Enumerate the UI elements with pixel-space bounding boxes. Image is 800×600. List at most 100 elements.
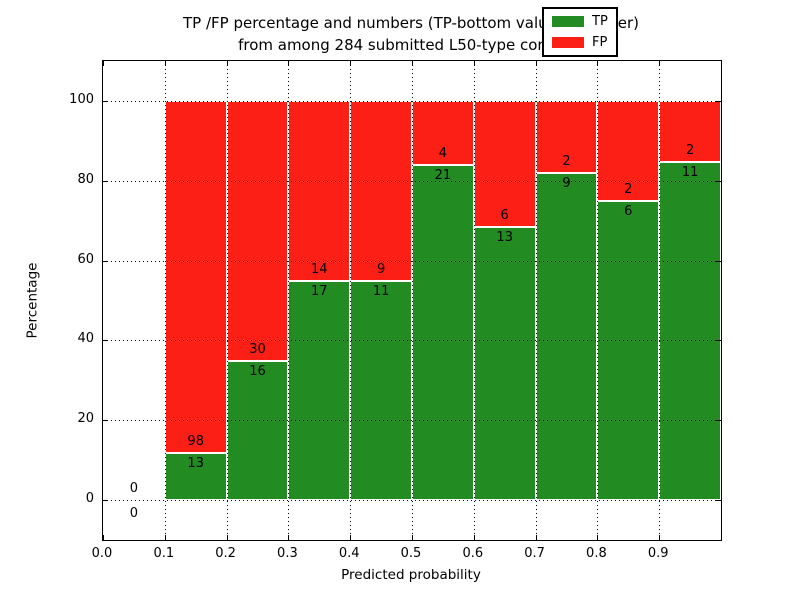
v-gridline (535, 61, 537, 540)
legend-item-tp: TP (552, 15, 608, 28)
x-tick-mark (412, 535, 413, 540)
x-tick-mark (164, 535, 166, 540)
x-tick-label: 0.3 (277, 546, 298, 561)
fp-bar-segment (288, 100, 351, 282)
x-tick-mark (412, 61, 413, 66)
x-tick-mark (473, 535, 475, 540)
legend-item-fp: FP (552, 36, 608, 49)
tp-bar-segment (597, 200, 660, 501)
v-gridline (597, 61, 599, 540)
x-tick-mark (597, 61, 599, 66)
tp-bar-segment (535, 173, 598, 501)
x-tick-mark (103, 535, 104, 540)
chart-title: TP /FP percentage and numbers (TP-bottom… (91, 12, 731, 56)
v-gridline (473, 61, 475, 540)
y-tick-mark (716, 420, 721, 422)
fp-count-label: 4 (438, 145, 448, 161)
fp-bar-segment (164, 100, 227, 454)
tp-count-label: 0 (129, 506, 139, 522)
y-tick-mark (103, 340, 108, 342)
y-tick-label: 100 (69, 91, 94, 107)
tp-bar-segment (412, 164, 474, 501)
y-tick-mark (103, 100, 108, 102)
tp-count-label: 13 (187, 456, 204, 472)
x-tick-mark (226, 61, 228, 66)
tp-count-label: 21 (434, 167, 452, 183)
x-tick-mark (288, 535, 290, 540)
fp-count-label: 9 (376, 261, 386, 277)
tp-bar-segment (350, 280, 412, 501)
x-tick-label: 0.8 (586, 546, 607, 561)
fp-swatch-icon (552, 37, 584, 48)
tp-bar-segment (288, 281, 351, 501)
tp-count-label: 11 (372, 283, 390, 299)
v-gridline (659, 61, 661, 540)
legend: TP FP (542, 7, 618, 57)
x-tick-label: 0.9 (647, 546, 669, 561)
chart-title-line2: from among 284 submitted L50-type contac… (238, 36, 584, 54)
y-tick-mark (716, 500, 721, 502)
x-tick-mark (597, 535, 599, 540)
tp-count-label: 6 (624, 203, 633, 219)
chart-title-line1: TP /FP percentage and numbers (TP-bottom… (183, 14, 639, 32)
x-tick-label: 0.2 (215, 546, 236, 561)
y-tick-label: 60 (77, 251, 94, 267)
x-tick-mark (535, 61, 537, 66)
tp-bar-segment (659, 162, 721, 501)
tp-bar-segment (473, 226, 536, 501)
fp-bar-segment (226, 100, 289, 362)
v-gridline (412, 61, 413, 540)
y-tick-mark (103, 500, 108, 502)
plot-area: 0 0 98 13 30 16 14 17 9 11 4 21 6 13 2 9 2 6 2 11 (102, 60, 722, 541)
legend-label-tp: TP (592, 14, 608, 29)
x-axis-label: Predicted probability (341, 567, 481, 583)
y-tick-mark (716, 260, 721, 262)
fp-bar-segment (412, 100, 474, 165)
y-axis-label: Percentage (24, 262, 41, 339)
legend-label-fp: FP (592, 35, 608, 50)
x-tick-mark (288, 61, 290, 66)
x-tick-mark (103, 61, 104, 66)
v-gridline (288, 61, 290, 540)
y-tick-mark (716, 340, 721, 342)
fp-count-label: 30 (249, 342, 266, 358)
y-tick-label: 40 (77, 331, 94, 347)
fp-count-label: 98 (187, 434, 204, 450)
fp-count-label: 2 (624, 181, 633, 197)
x-tick-mark (350, 535, 352, 540)
y-tick-label: 20 (77, 411, 94, 427)
x-tick-mark (473, 61, 475, 66)
tp-swatch-icon (552, 16, 584, 27)
x-tick-mark (535, 535, 537, 540)
fp-count-label: 2 (685, 143, 695, 159)
fp-count-label: 14 (311, 262, 328, 278)
tp-count-label: 11 (681, 165, 699, 181)
tp-count-label: 9 (562, 176, 571, 192)
x-tick-label: 0.7 (524, 546, 545, 561)
y-tick-label: 80 (77, 171, 94, 187)
x-tick-mark (226, 535, 228, 540)
y-tick-label: 0 (85, 491, 94, 507)
y-tick-mark (103, 180, 108, 182)
v-gridline (164, 61, 166, 540)
x-tick-mark (659, 535, 661, 540)
x-tick-mark (350, 61, 352, 66)
y-tick-mark (103, 420, 108, 422)
tp-count-label: 13 (496, 229, 513, 245)
fp-count-label: 2 (562, 154, 571, 170)
x-tick-label: 0.5 (400, 546, 422, 561)
fp-bar-segment (535, 100, 598, 174)
tp-count-label: 16 (249, 364, 266, 380)
fp-bar-segment (350, 100, 412, 281)
y-tick-mark (716, 180, 721, 182)
tp-count-label: 17 (311, 284, 328, 300)
x-tick-label: 0.1 (153, 546, 175, 561)
fp-count-label: 6 (500, 207, 509, 223)
y-tick-mark (716, 100, 721, 102)
x-tick-label: 0.4 (338, 546, 360, 561)
fp-count-label: 0 (129, 481, 139, 497)
x-tick-label: 0.0 (91, 546, 113, 561)
x-tick-label: 0.6 (462, 546, 484, 561)
tp-bar-segment (164, 453, 227, 501)
